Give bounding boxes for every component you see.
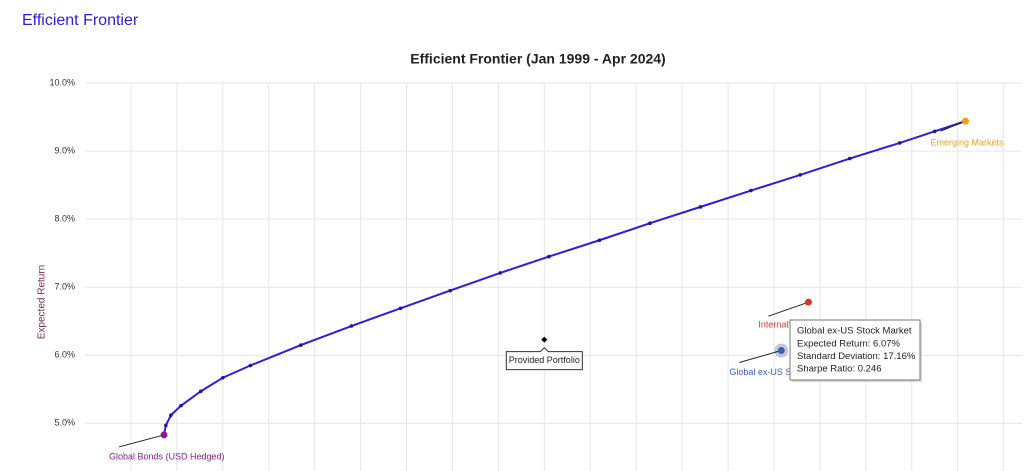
frontier-point [798, 173, 802, 177]
point-label: Global ex-US Stock Market [729, 367, 838, 377]
frontier-line [163, 120, 966, 436]
label-connector [940, 120, 966, 132]
frontier-point [169, 413, 173, 417]
y-tick-label: 5.0% [54, 418, 75, 428]
frontier-point [198, 389, 203, 394]
y-axis-label: Expected Return [37, 265, 48, 340]
asset-point [962, 117, 970, 125]
tooltip: Global ex-US Stock Market Expected Return… [789, 319, 922, 382]
frontier-point [597, 238, 602, 243]
tooltip-box [789, 319, 921, 381]
tooltip-title: Global ex-US Stock Market [797, 326, 912, 337]
frontier-point [299, 343, 303, 347]
point-label: Emerging Markets [931, 137, 1005, 147]
portfolio-marker [541, 336, 548, 343]
point-label: Internati [758, 320, 791, 330]
frontier-point [349, 324, 354, 328]
label-connector [739, 350, 782, 363]
y-tick-label: 6.0% [54, 350, 75, 360]
tooltip-line: Sharpe Ratio: 0.246 [797, 364, 882, 375]
portfolio-label: Provided Portfolio [505, 346, 583, 371]
y-tick-label: 7.0% [54, 282, 75, 292]
frontier-point [448, 288, 452, 293]
frontier-point [179, 403, 183, 408]
point-label: Global Bonds (USD Hedged) [109, 451, 225, 461]
frontier-point [698, 205, 703, 209]
y-tick-label: 8.0% [54, 214, 75, 224]
chart-title: Efficient Frontier (Jan 1999 - Apr 2024) [410, 51, 665, 67]
frontier-point [648, 221, 652, 226]
frontier-point [547, 254, 551, 259]
frontier-point [220, 375, 225, 380]
label-box [505, 346, 583, 371]
y-tick-label: 9.0% [54, 145, 75, 155]
label-connector [768, 301, 809, 317]
frontier-point [932, 129, 937, 134]
asset-point [777, 347, 785, 355]
page-header: Efficient Frontier [22, 12, 139, 29]
asset-point [160, 431, 168, 439]
frontier-point [164, 423, 168, 428]
frontier-point [498, 271, 503, 275]
frontier-point [898, 141, 902, 145]
tooltip-line: Expected Return: 6.07% [797, 339, 901, 350]
y-tick-label: 10.0% [49, 77, 75, 87]
point-label: Provided Portfolio [509, 355, 580, 365]
frontier-point [749, 188, 753, 193]
frontier-point [248, 363, 253, 368]
frontier-point [398, 306, 403, 311]
label-connector [118, 434, 165, 448]
tooltip-line: Standard Deviation: 17.16% [797, 351, 916, 362]
frontier-point [847, 156, 852, 161]
asset-point [804, 298, 812, 306]
